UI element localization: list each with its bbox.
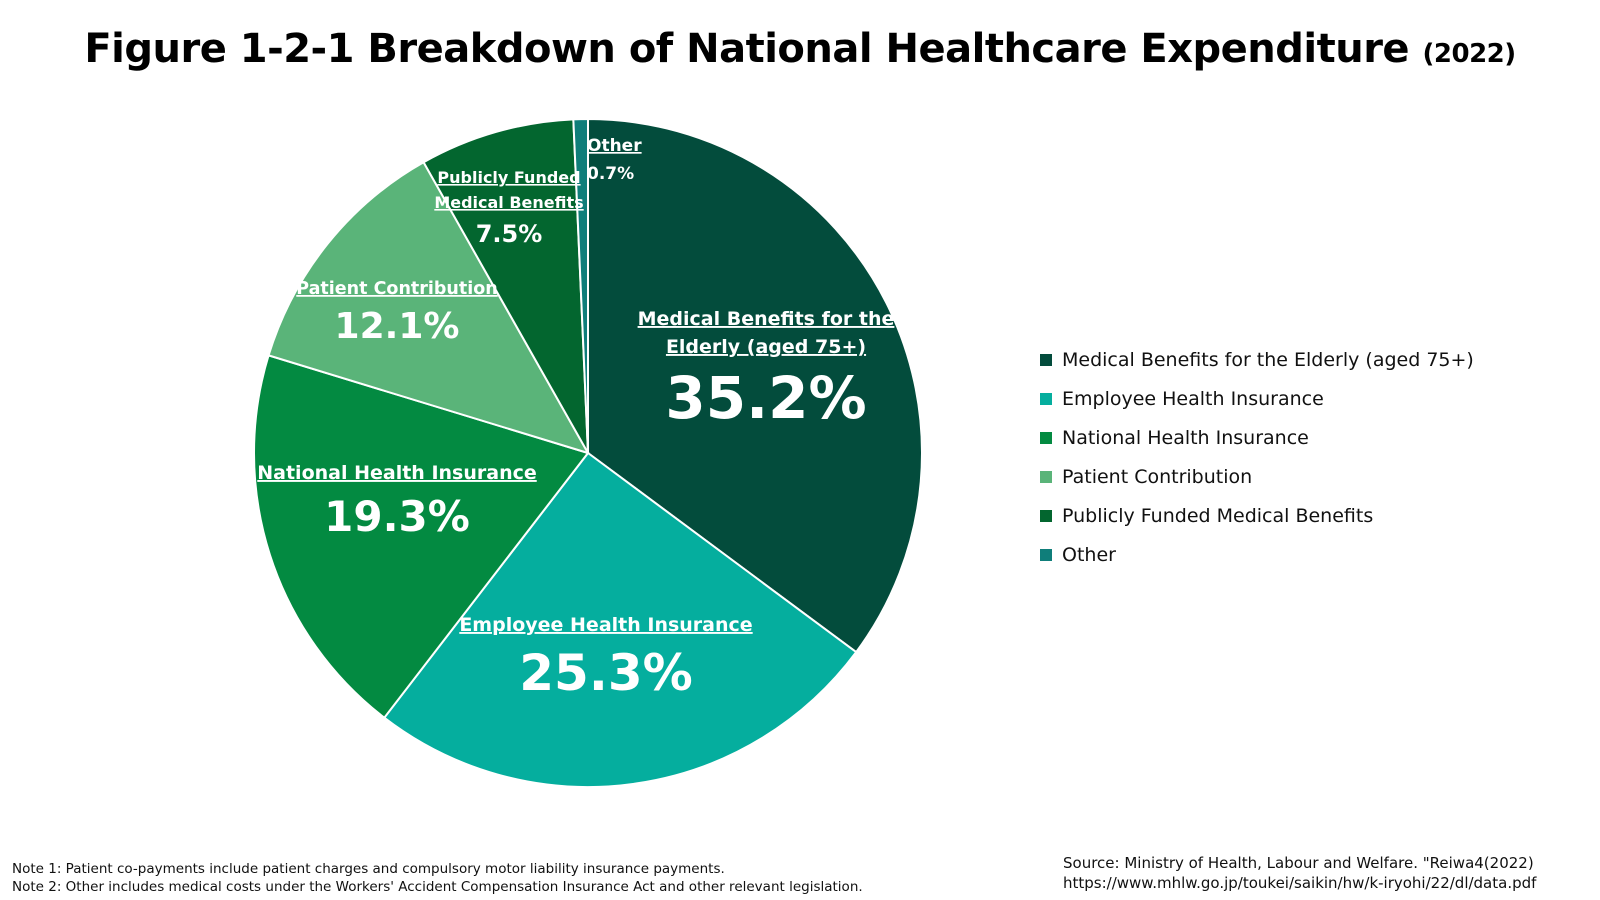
- source-text: Source: Ministry of Health, Labour and W…: [1063, 854, 1534, 872]
- source-url: https://www.mhlw.go.jp/toukei/saikin/hw/…: [1063, 874, 1537, 892]
- chart-title-year: (2022): [1422, 39, 1517, 69]
- footnote: Note 2: Other includes medical costs und…: [12, 879, 863, 895]
- slice-category-label: Elderly (aged 75+): [666, 336, 866, 358]
- pie-slice: [587, 117, 923, 654]
- slice-category-label: Other: [587, 136, 642, 156]
- pie-slice: [382, 451, 858, 788]
- legend-swatch: [1040, 470, 1052, 483]
- legend-swatch: [1040, 509, 1052, 522]
- legend-item: Other: [1040, 535, 1474, 574]
- slice-category-label: Medical Benefits: [434, 193, 583, 212]
- pie-slice: [253, 354, 590, 720]
- slice-category-label: Patient Contribution: [296, 279, 497, 299]
- legend-label: National Health Insurance: [1062, 426, 1309, 449]
- legend-label: Medical Benefits for the Elderly (aged 7…: [1062, 348, 1474, 371]
- legend-label: Other: [1062, 543, 1116, 566]
- legend-swatch: [1040, 353, 1052, 366]
- pie-slice: [422, 118, 589, 454]
- legend-swatch: [1040, 548, 1052, 561]
- pie-slice: [267, 160, 591, 455]
- legend-item: Employee Health Insurance: [1040, 379, 1474, 418]
- slice-value-label: 25.3%: [519, 644, 692, 702]
- chart-title-text: Figure 1-2-1 Breakdown of National Healt…: [84, 26, 1410, 72]
- legend: Medical Benefits for the Elderly (aged 7…: [1040, 340, 1474, 574]
- legend-item: Publicly Funded Medical Benefits: [1040, 496, 1474, 535]
- legend-item: Medical Benefits for the Elderly (aged 7…: [1040, 340, 1474, 379]
- slice-value-label: 7.5%: [476, 220, 543, 248]
- legend-item: National Health Insurance: [1040, 418, 1474, 457]
- footnotes: Note 1: Patient co-payments include pati…: [12, 860, 863, 896]
- slice-value-label: 0.7%: [587, 164, 634, 184]
- pie-slice: [572, 117, 589, 454]
- slice-category-label: National Health Insurance: [257, 462, 537, 484]
- pie-chart: Medical Benefits for the Elderly (aged 75…: [253, 117, 923, 788]
- footnote: Note 1: Patient co-payments include pati…: [12, 861, 725, 877]
- chart-title: Figure 1-2-1 Breakdown of National Healt…: [0, 26, 1600, 72]
- legend-swatch: [1040, 392, 1052, 405]
- slice-category-label: Medical Benefits for the: [638, 308, 895, 330]
- source-note: Source: Ministry of Health, Labour and W…: [1063, 853, 1536, 893]
- slice-category-label: Employee Health Insurance: [459, 614, 752, 636]
- slice-value-label: 19.3%: [324, 492, 470, 541]
- slice-value-label: 35.2%: [665, 364, 866, 432]
- legend-label: Patient Contribution: [1062, 465, 1253, 488]
- slice-category-label: Publicly Funded: [437, 168, 580, 187]
- legend-item: Patient Contribution: [1040, 457, 1474, 496]
- slice-value-label: 12.1%: [335, 306, 460, 347]
- legend-swatch: [1040, 431, 1052, 444]
- legend-label: Employee Health Insurance: [1062, 387, 1324, 410]
- legend-label: Publicly Funded Medical Benefits: [1062, 504, 1374, 527]
